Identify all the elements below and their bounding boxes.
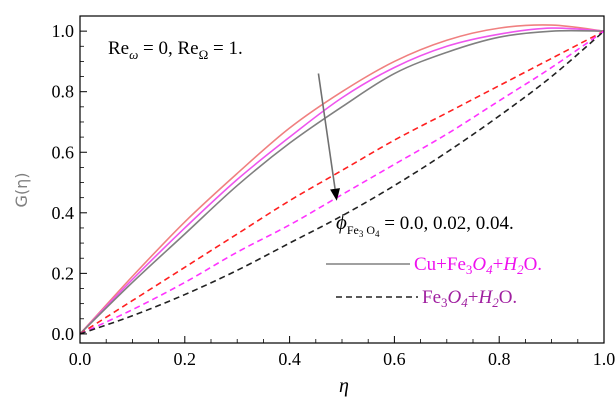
curves-group	[79, 24, 605, 335]
x-tick-label: 0.8	[488, 349, 511, 369]
x-tick-label: 0.6	[383, 349, 406, 369]
plot-frame	[79, 15, 605, 344]
y-tick-label: 1.0	[52, 21, 75, 41]
curve-dashed-phi-0_02	[79, 30, 605, 335]
legend-label-fe3o4-h2o: Fe3O4+H2O.	[422, 287, 517, 310]
curve-solid-phi-0_02	[79, 27, 605, 335]
y-tick-label: 0.4	[52, 203, 75, 223]
curve-solid-phi-0_0	[79, 24, 605, 335]
curve-solid-phi-0_04	[79, 29, 605, 335]
x-tick-label: 0.0	[69, 349, 92, 369]
legend-label-cu-fe3o4-h2o: Cu+Fe3O4+H2O.	[414, 254, 542, 277]
x-tick-label: 0.2	[174, 349, 197, 369]
trend-arrow	[317, 73, 336, 189]
x-axis-label: η	[339, 375, 349, 397]
phi-annotation: ϕFe3 O4 = 0.0, 0.02, 0.04.	[336, 210, 514, 239]
y-axis-ticks: 0.0 0.2 0.4 0.6 0.8 1.0	[52, 21, 87, 344]
x-tick-label: 0.4	[278, 349, 301, 369]
y-tick-label: 0.6	[52, 142, 75, 162]
x-axis-ticks: 0.0 0.2 0.4 0.6 0.8 1.0	[69, 336, 616, 369]
y-axis-label: G(η)	[12, 172, 31, 207]
y-tick-label: 0.2	[52, 263, 75, 283]
y-tick-label: 0.8	[52, 82, 75, 102]
legend: Cu+Fe3O4+H2O. Fe3O4+H2O.	[326, 254, 542, 310]
reynolds-annotation: Reω = 0, ReΩ = 1.	[108, 38, 243, 62]
curve-dashed-phi-0_0	[79, 30, 605, 335]
y-tick-label: 0.0	[52, 324, 75, 344]
curve-dashed-phi-0_04	[79, 30, 605, 335]
trend-arrow-head	[330, 188, 340, 201]
x-tick-label: 1.0	[593, 349, 616, 369]
